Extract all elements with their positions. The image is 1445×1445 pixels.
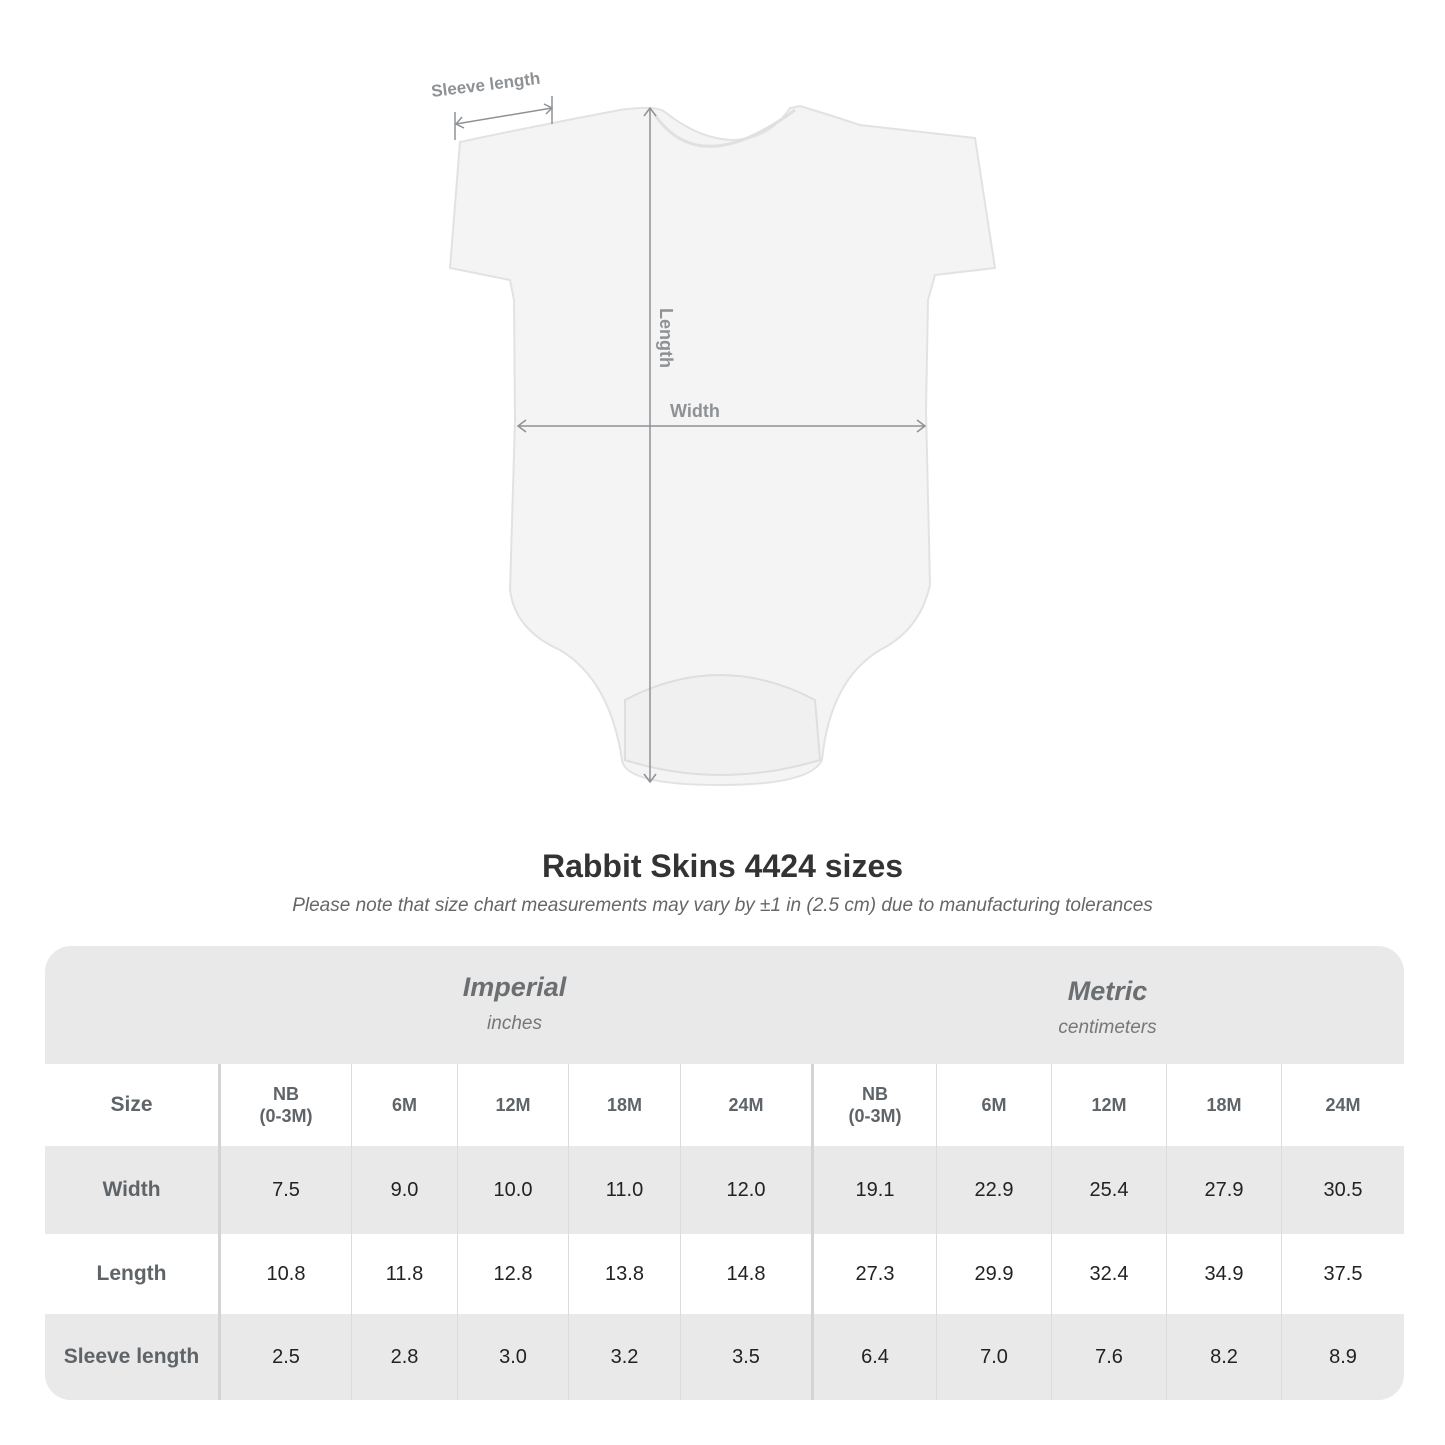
size-header: NB (0-3M) — [218, 1064, 351, 1146]
measurement-value: 13.8 — [568, 1234, 680, 1314]
measurement-value: 8.2 — [1166, 1314, 1281, 1400]
measurement-value: 6.4 — [811, 1314, 936, 1400]
page-title: Rabbit Skins 4424 sizes — [541, 848, 904, 884]
table-row: Width 7.5 9.0 10.0 11.0 12.0 19.1 22.9 25.4 27.9 3… — [45, 1146, 1404, 1234]
measurement-value: 19.1 — [811, 1146, 936, 1234]
measurement-value: 3.0 — [457, 1314, 568, 1400]
row-label: Sleeve length — [63, 1345, 200, 1368]
size-header-row: Size NB (0-3M) 6M 12M 18M 24M NB (0-3M) 6M 12M 18… — [45, 1064, 1404, 1146]
measurement-value: 27.3 — [811, 1234, 936, 1314]
crotch-snap-flap — [624, 674, 822, 776]
size-table: Imperial inches Metric centimeters Size N… — [45, 946, 1404, 1400]
measurement-value: 14.8 — [680, 1234, 811, 1314]
size-header: 6M — [351, 1064, 457, 1146]
measurement-value: 30.5 — [1281, 1146, 1404, 1234]
width-label: Width — [670, 401, 720, 421]
imperial-unit: inches — [487, 1013, 542, 1034]
measurement-value: 7.6 — [1051, 1314, 1166, 1400]
measurement-value: 37.5 — [1281, 1234, 1404, 1314]
measurement-value: 11.8 — [351, 1234, 457, 1314]
measurement-value: 12.8 — [457, 1234, 568, 1314]
size-header: 12M — [457, 1064, 568, 1146]
sleeve-length-label: Sleeve length — [430, 69, 541, 101]
neckline — [653, 108, 796, 148]
onesie-diagram: Sleeve length Length Width — [430, 69, 997, 787]
measurement-value: 2.8 — [351, 1314, 457, 1400]
size-header: 24M — [1281, 1064, 1404, 1146]
measurement-value: 3.2 — [568, 1314, 680, 1400]
measurement-value: 2.5 — [218, 1314, 351, 1400]
size-header: 6M — [936, 1064, 1051, 1146]
measurement-value: 27.9 — [1166, 1146, 1281, 1234]
measure-lines — [454, 96, 927, 784]
size-header: NB (0-3M) — [811, 1064, 936, 1146]
table-row: Sleeve length 2.5 2.8 3.0 3.2 3.5 6.4 7.0 7.6 8.2… — [45, 1314, 1404, 1400]
imperial-header: Imperial inches — [218, 946, 811, 1064]
measurement-value: 34.9 — [1166, 1234, 1281, 1314]
measurement-value: 12.0 — [680, 1146, 811, 1234]
measurement-value: 10.8 — [218, 1234, 351, 1314]
row-label: Length — [96, 1262, 167, 1285]
size-header: 24M — [680, 1064, 811, 1146]
measurement-value: 25.4 — [1051, 1146, 1166, 1234]
size-header: 18M — [568, 1064, 680, 1146]
measurement-value: 10.0 — [457, 1146, 568, 1234]
size-header: 12M — [1051, 1064, 1166, 1146]
metric-title: Metric — [1067, 976, 1148, 1006]
measurement-value: 29.9 — [936, 1234, 1051, 1314]
table-row: Length 10.8 11.8 12.8 13.8 14.8 27.3 29.9 32.4 34… — [45, 1234, 1404, 1314]
metric-header: Metric centimeters — [811, 946, 1404, 1064]
measurement-value: 32.4 — [1051, 1234, 1166, 1314]
row-label: Width — [102, 1178, 161, 1201]
imperial-title: Imperial — [462, 972, 567, 1002]
measurement-value: 3.5 — [680, 1314, 811, 1400]
size-header: 18M — [1166, 1064, 1281, 1146]
metric-unit: centimeters — [1058, 1017, 1157, 1038]
measurement-value: 8.9 — [1281, 1314, 1404, 1400]
measurement-value: 9.0 — [351, 1146, 457, 1234]
length-label: Length — [656, 308, 676, 368]
measurement-value: 11.0 — [568, 1146, 680, 1234]
measurement-value: 22.9 — [936, 1146, 1051, 1234]
tolerance-note: Please note that size chart measurements… — [292, 895, 1153, 916]
measurement-value: 7.5 — [218, 1146, 351, 1234]
measurement-value: 7.0 — [936, 1314, 1051, 1400]
size-label: Size — [110, 1093, 153, 1116]
